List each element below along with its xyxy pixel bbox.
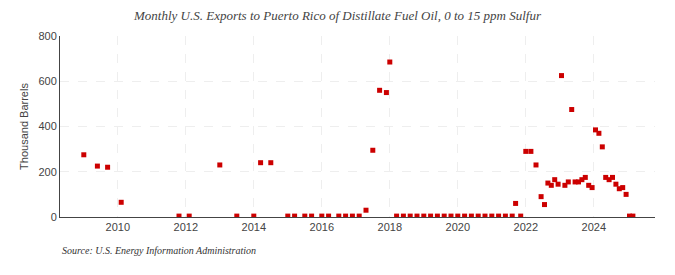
svg-text:2012: 2012: [174, 221, 198, 233]
svg-text:0: 0: [51, 211, 57, 223]
svg-text:Monthly U.S. Exports to Puerto: Monthly U.S. Exports to Puerto Rico of D…: [133, 8, 542, 23]
svg-text:2016: 2016: [310, 221, 334, 233]
svg-text:2020: 2020: [446, 221, 470, 233]
svg-text:Thousand Barrels: Thousand Barrels: [18, 83, 30, 170]
svg-text:400: 400: [38, 120, 56, 132]
svg-text:2018: 2018: [378, 221, 402, 233]
svg-text:2010: 2010: [106, 221, 130, 233]
svg-text:800: 800: [38, 30, 56, 42]
svg-text:600: 600: [38, 75, 56, 87]
svg-text:2022: 2022: [514, 221, 538, 233]
svg-text:2014: 2014: [242, 221, 266, 233]
svg-text:Source: U.S. Energy Informatio: Source: U.S. Energy Information Administ…: [62, 245, 256, 256]
svg-text:2024: 2024: [582, 221, 606, 233]
svg-text:200: 200: [38, 166, 56, 178]
